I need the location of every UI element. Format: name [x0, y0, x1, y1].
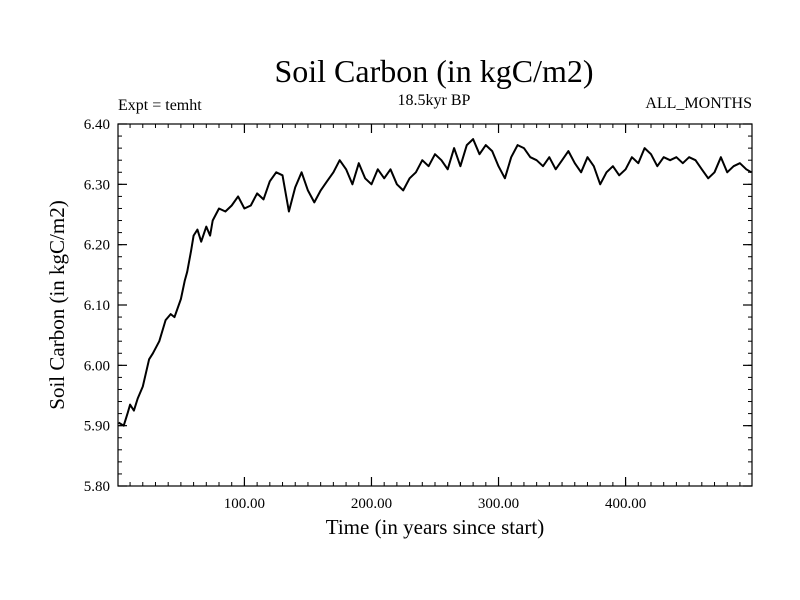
x-tick-labels: 100.00 200.00 300.00 400.00 — [224, 496, 646, 512]
x-tick-label: 300.00 — [478, 496, 519, 512]
chart-right-label: ALL_MONTHS — [645, 95, 752, 112]
y-tick-label: 5.80 — [84, 479, 110, 495]
y-tick-label: 6.40 — [84, 117, 110, 133]
y-tick-label: 5.90 — [84, 419, 110, 435]
series-layer — [118, 138, 752, 427]
x-axis-label: Time (in years since start) — [326, 515, 545, 539]
y-tick-label: 6.30 — [84, 177, 110, 193]
plot-frame — [117, 123, 753, 487]
y-tick-label: 6.00 — [84, 358, 110, 374]
x-tick-label: 100.00 — [224, 496, 265, 512]
minor-ticks — [118, 123, 752, 487]
y-tick-label: 6.10 — [84, 298, 110, 314]
y-tick-labels: 5.80 5.90 6.00 6.10 6.20 6.30 6.40 — [84, 117, 110, 495]
x-tick-label: 200.00 — [351, 496, 392, 512]
chart-subtitle: 18.5kyr BP — [398, 92, 471, 109]
chart-title: Soil Carbon (in kgC/m2) — [274, 53, 593, 89]
y-axis-label: Soil Carbon (in kgC/m2) — [45, 200, 69, 409]
y-tick-label: 6.20 — [84, 238, 110, 254]
chart-left-label: Expt = temht — [118, 97, 202, 114]
series-line — [118, 138, 752, 427]
major-ticks — [118, 123, 752, 487]
x-tick-label: 400.00 — [605, 496, 646, 512]
